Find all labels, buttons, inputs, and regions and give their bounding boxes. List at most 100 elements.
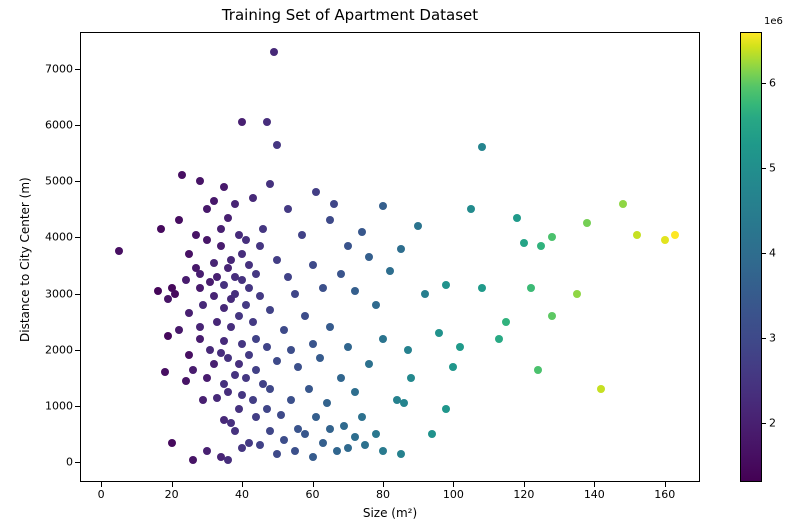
colorbar-tick-label: 4 — [769, 246, 776, 259]
scatter-point — [280, 436, 288, 444]
scatter-point — [421, 290, 429, 298]
scatter-point — [256, 441, 264, 449]
scatter-point — [386, 267, 394, 275]
scatter-point — [217, 242, 225, 250]
scatter-point — [210, 259, 218, 267]
y-tick-label: 0 — [35, 456, 73, 469]
scatter-point — [185, 309, 193, 317]
scatter-point — [671, 231, 679, 239]
scatter-point — [273, 450, 281, 458]
scatter-point — [266, 180, 274, 188]
scatter-point — [273, 256, 281, 264]
scatter-point — [404, 346, 412, 354]
scatter-point — [312, 413, 320, 421]
x-tick-label: 140 — [584, 488, 605, 501]
scatter-point — [217, 225, 225, 233]
chart-container: Training Set of Apartment Dataset Distan… — [0, 0, 790, 527]
scatter-point — [351, 433, 359, 441]
y-axis-label: Distance to City Center (m) — [18, 177, 32, 342]
scatter-point — [203, 447, 211, 455]
scatter-point — [323, 399, 331, 407]
scatter-point — [206, 346, 214, 354]
x-tick — [594, 482, 595, 487]
scatter-point — [344, 343, 352, 351]
scatter-point — [224, 388, 232, 396]
x-tick — [383, 482, 384, 487]
colorbar-tick-label: 2 — [769, 416, 776, 429]
scatter-point — [245, 439, 253, 447]
colorbar-tick-label: 5 — [769, 161, 776, 174]
scatter-point — [266, 385, 274, 393]
scatter-point — [326, 216, 334, 224]
x-tick-label: 160 — [654, 488, 675, 501]
scatter-point — [256, 292, 264, 300]
scatter-point — [273, 357, 281, 365]
scatter-point — [397, 245, 405, 253]
scatter-point — [206, 278, 214, 286]
scatter-point — [372, 430, 380, 438]
scatter-point — [442, 281, 450, 289]
scatter-point — [259, 225, 267, 233]
scatter-point — [196, 323, 204, 331]
scatter-point — [235, 312, 243, 320]
scatter-point — [115, 247, 123, 255]
scatter-point — [358, 228, 366, 236]
scatter-point — [358, 413, 366, 421]
scatter-point — [326, 425, 334, 433]
scatter-point — [196, 335, 204, 343]
colorbar-tick — [762, 338, 766, 339]
scatter-point — [203, 374, 211, 382]
scatter-point — [316, 354, 324, 362]
scatter-point — [252, 270, 260, 278]
scatter-point — [435, 329, 443, 337]
scatter-point — [294, 363, 302, 371]
scatter-point — [154, 287, 162, 295]
scatter-point — [227, 323, 235, 331]
scatter-point — [224, 214, 232, 222]
scatter-point — [220, 337, 228, 345]
scatter-point — [449, 363, 457, 371]
scatter-point — [266, 306, 274, 314]
scatter-point — [361, 441, 369, 449]
scatter-point — [249, 396, 257, 404]
x-tick — [313, 482, 314, 487]
scatter-point — [227, 419, 235, 427]
scatter-point — [309, 340, 317, 348]
colorbar-tick-label: 6 — [769, 76, 776, 89]
scatter-point — [199, 301, 207, 309]
scatter-point — [502, 318, 510, 326]
scatter-point — [168, 439, 176, 447]
scatter-point — [161, 368, 169, 376]
scatter-point — [597, 385, 605, 393]
y-tick — [75, 69, 80, 70]
y-tick-label: 5000 — [35, 175, 73, 188]
y-tick — [75, 350, 80, 351]
scatter-point — [330, 200, 338, 208]
scatter-point — [284, 273, 292, 281]
scatter-point — [210, 360, 218, 368]
scatter-point — [245, 261, 253, 269]
scatter-point — [238, 340, 246, 348]
scatter-point — [319, 439, 327, 447]
x-tick-label: 100 — [443, 488, 464, 501]
scatter-point — [442, 405, 450, 413]
scatter-point — [213, 273, 221, 281]
scatter-point — [548, 312, 556, 320]
scatter-point — [235, 360, 243, 368]
scatter-point — [238, 391, 246, 399]
scatter-point — [661, 236, 669, 244]
scatter-point — [280, 326, 288, 334]
scatter-point — [245, 351, 253, 359]
scatter-point — [337, 374, 345, 382]
y-tick-label: 7000 — [35, 62, 73, 75]
scatter-point — [291, 290, 299, 298]
scatter-point — [220, 183, 228, 191]
y-tick-label: 4000 — [35, 231, 73, 244]
y-tick — [75, 237, 80, 238]
scatter-point — [196, 270, 204, 278]
colorbar-tick-label: 3 — [769, 331, 776, 344]
plot-area — [80, 32, 700, 482]
x-tick — [524, 482, 525, 487]
colorbar-tick — [762, 83, 766, 84]
scatter-point — [249, 194, 257, 202]
